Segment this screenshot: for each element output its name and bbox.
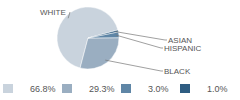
leader-lines xyxy=(68,12,167,71)
legend-swatch xyxy=(121,84,131,93)
leader-line xyxy=(68,12,70,18)
pie xyxy=(57,7,119,69)
legend-label: 1.0% xyxy=(207,84,228,94)
leader-line xyxy=(115,32,167,40)
legend-swatch xyxy=(62,84,72,93)
chart: WHITE BLACK HISPANICASIAN 66.8% 29.3% 3.0% 1.0… xyxy=(0,0,240,100)
legend-label: 66.8% xyxy=(30,84,56,94)
legend-swatch xyxy=(3,84,13,93)
slice-labels: WHITE BLACK HISPANICASIAN xyxy=(40,8,201,76)
legend-label: 3.0% xyxy=(148,84,169,94)
slice-label: BLACK xyxy=(164,67,191,76)
slice-label: ASIAN xyxy=(168,36,192,45)
pie-slice xyxy=(80,38,119,69)
leader-line xyxy=(105,60,163,71)
slice-label: HISPANIC xyxy=(164,44,201,53)
slice-label: WHITE xyxy=(40,8,66,17)
legend: 66.8% 29.3% 3.0% 1.0% xyxy=(3,84,228,94)
leader-line xyxy=(116,35,163,48)
legend-swatch xyxy=(180,84,190,93)
legend-label: 29.3% xyxy=(89,84,115,94)
pie-slice xyxy=(88,30,118,38)
